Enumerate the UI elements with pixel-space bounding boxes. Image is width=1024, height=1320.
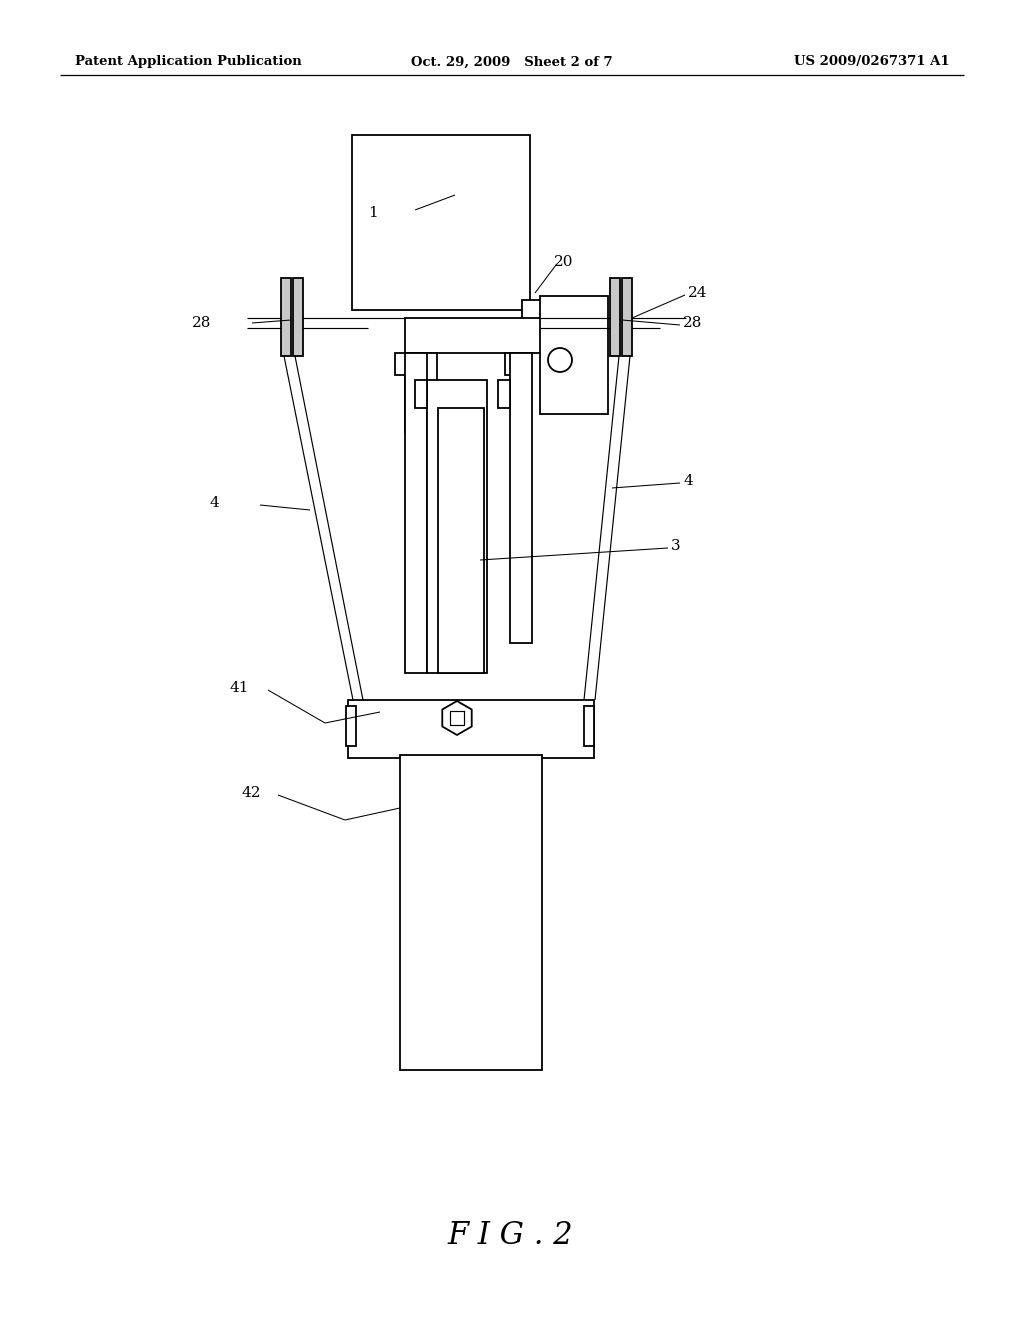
- Bar: [505, 352, 517, 375]
- Bar: [498, 380, 510, 408]
- Bar: [406, 352, 427, 673]
- Bar: [293, 279, 303, 356]
- Bar: [622, 279, 632, 356]
- Bar: [395, 352, 407, 375]
- Bar: [584, 706, 594, 746]
- Text: Patent Application Publication: Patent Application Publication: [75, 55, 302, 69]
- Bar: [415, 380, 427, 408]
- Bar: [406, 318, 560, 352]
- Bar: [281, 279, 291, 356]
- Bar: [406, 352, 437, 433]
- Text: 20: 20: [554, 255, 573, 269]
- Text: Oct. 29, 2009   Sheet 2 of 7: Oct. 29, 2009 Sheet 2 of 7: [412, 55, 612, 69]
- Bar: [540, 296, 608, 414]
- Text: 4: 4: [210, 496, 220, 510]
- Bar: [438, 408, 484, 673]
- Text: 41: 41: [230, 681, 250, 696]
- Text: 28: 28: [683, 315, 702, 330]
- Text: 42: 42: [242, 785, 261, 800]
- Bar: [427, 380, 487, 673]
- Text: US 2009/0267371 A1: US 2009/0267371 A1: [795, 55, 950, 69]
- Text: 24: 24: [688, 286, 708, 300]
- Bar: [522, 300, 552, 327]
- Text: 4: 4: [683, 474, 693, 488]
- Text: 3: 3: [671, 539, 681, 553]
- Bar: [346, 706, 356, 746]
- Text: 1: 1: [368, 206, 378, 220]
- Bar: [400, 755, 542, 1071]
- Text: 28: 28: [193, 315, 211, 330]
- Bar: [348, 700, 594, 758]
- Text: F I G . 2: F I G . 2: [447, 1220, 572, 1250]
- Bar: [352, 135, 530, 310]
- Bar: [610, 279, 620, 356]
- Bar: [510, 352, 532, 643]
